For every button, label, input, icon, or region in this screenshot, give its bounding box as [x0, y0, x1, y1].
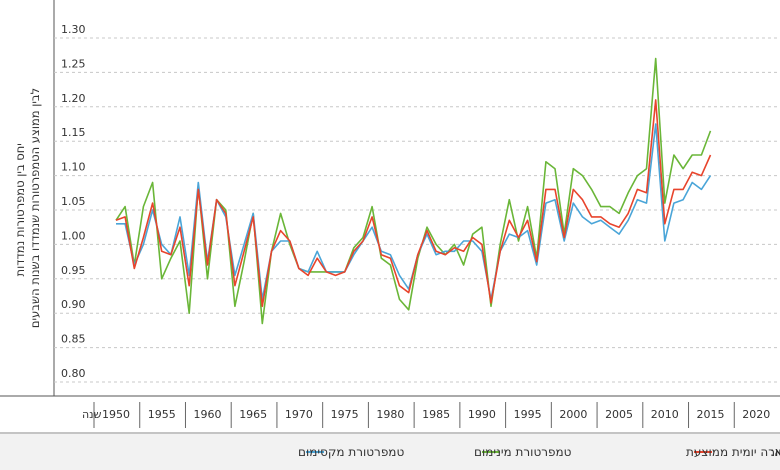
x-tick-labels: 1950 1955 1960 1965 1970 1975 1980 1985 1990 1995… [93, 402, 770, 428]
x-tick-label: 1950 [102, 408, 130, 421]
legend-title: מקרא: [770, 444, 780, 459]
y-tick-label: 1.25 [61, 57, 86, 70]
series-line-1 [115, 57, 712, 325]
x-tick-label: 1975 [331, 408, 359, 421]
series-line-0 [115, 99, 712, 308]
y-tick-label: 1.00 [61, 229, 86, 242]
series-lines [115, 57, 712, 325]
y-tick-labels: 0.80 0.85 0.90 0.95 1.00 1.05 1.10 1.15 1.20 1.25… [61, 23, 86, 380]
x-tick-label: 2015 [697, 408, 725, 421]
legend-background [0, 434, 780, 470]
x-tick-label: 1995 [514, 408, 542, 421]
x-tick-label: 1955 [148, 408, 176, 421]
legend-item-label: טמפרטורת מינימום [474, 445, 572, 459]
x-tick-label: 2020 [742, 408, 770, 421]
x-tick-label: 1980 [376, 408, 404, 421]
y-tick-label: 1.15 [61, 126, 86, 139]
x-axis-title: שנה [82, 408, 102, 421]
y-axis-title-line-2: לבין ממוצע הטמפרטורות שנמדדו בשנות השבעי… [28, 88, 42, 328]
y-axis-title-line-1: יחס בין טמפרטורות נמדדות [13, 143, 27, 276]
gridlines [54, 37, 780, 383]
y-tick-label: 0.90 [61, 298, 86, 311]
legend-item-label: טמפרטורת מקסימום [298, 445, 404, 459]
legend-item-label: טמפרטורה יומית ממוצעת [686, 445, 780, 459]
x-tick-label: 1990 [468, 408, 496, 421]
x-tick-label: 1965 [239, 408, 267, 421]
x-tick-label: 1970 [285, 408, 313, 421]
y-tick-label: 1.05 [61, 195, 86, 208]
y-tick-label: 1.20 [61, 92, 86, 105]
y-tick-label: 0.80 [61, 367, 86, 380]
legend: מקרא:טמפרטורה יומית ממוצעת טמפרטורת מינימ… [298, 444, 780, 459]
x-tick-label: 1960 [193, 408, 221, 421]
y-tick-label: 1.10 [61, 161, 86, 174]
x-tick-label: 2010 [651, 408, 679, 421]
y-tick-label: 0.85 [61, 333, 86, 346]
x-tick-label: 2005 [605, 408, 633, 421]
x-tick-label: 1985 [422, 408, 450, 421]
y-tick-label: 0.95 [61, 264, 86, 277]
x-tick-label: 2000 [559, 408, 587, 421]
y-tick-label: 1.30 [61, 23, 86, 36]
y-axis-title: יחס בין טמפרטורות נמדדות לבין ממוצע הטמפ… [13, 88, 42, 328]
